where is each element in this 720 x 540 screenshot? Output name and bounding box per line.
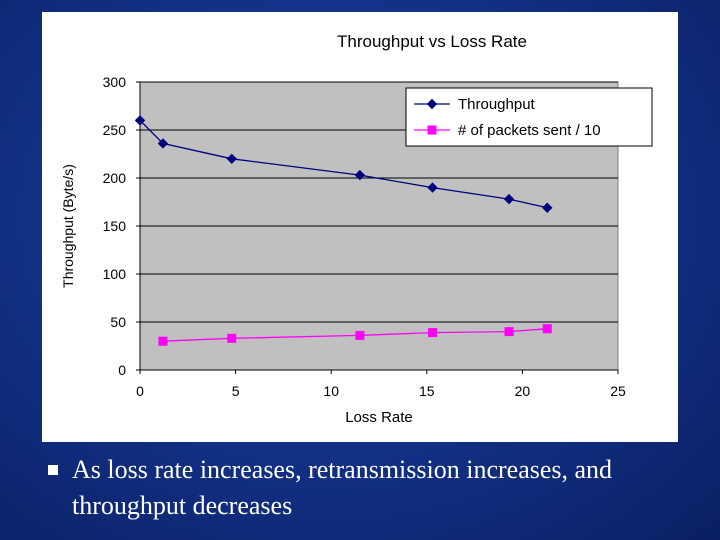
bullet-text: As loss rate increases, retransmission i… [72, 455, 613, 520]
series-1-point [542, 202, 553, 213]
series-2-point [355, 330, 365, 340]
y-tick-label: 300 [103, 74, 127, 90]
legend-marker-2 [427, 125, 437, 135]
x-tick-label: 25 [610, 383, 626, 399]
line-chart: 0 50 100 150 200 250 300 0 5 10 15 20 25 Throughput v… [60, 32, 653, 426]
series-2-point [227, 333, 237, 343]
x-tick-label: 20 [515, 383, 531, 399]
series-line-2 [162, 328, 548, 342]
y-tick-label: 250 [103, 122, 127, 138]
x-tick-label: 10 [323, 383, 339, 399]
series-2-point [504, 327, 514, 337]
y-tick-label: 150 [103, 218, 127, 234]
legend-label-2: # of packets sent / 10 [458, 122, 601, 139]
series-2-point [158, 336, 168, 346]
series-1-point [134, 115, 146, 126]
y-tick-label: 0 [118, 362, 126, 378]
series-1-point [354, 169, 366, 181]
series-2-point [428, 328, 438, 338]
y-tick-label: 100 [103, 266, 127, 282]
series-1-point [427, 182, 438, 193]
series-1-point [503, 193, 515, 205]
x-tick-label: 0 [136, 383, 144, 399]
y-tick-label: 50 [110, 314, 126, 330]
legend-marker-1 [426, 98, 438, 110]
x-axis-label: Loss Rate [345, 409, 413, 426]
series-1-point [226, 153, 237, 165]
series-2-point [542, 324, 552, 334]
legend-label-1: Throughput [458, 96, 536, 113]
x-tick-label: 5 [232, 383, 240, 399]
chart-panel: 0 50 100 150 200 250 300 0 5 10 15 20 25 Throughput v… [42, 12, 678, 442]
series-1-point [157, 138, 169, 149]
chart-title: Throughput vs Loss Rate [337, 32, 527, 51]
bullet-square-icon [48, 465, 58, 475]
y-axis-label: Throughput (Byte/s) [60, 164, 76, 288]
legend-box [405, 87, 653, 147]
x-tick-label: 15 [419, 383, 435, 399]
y-tick-label: 200 [103, 170, 127, 186]
